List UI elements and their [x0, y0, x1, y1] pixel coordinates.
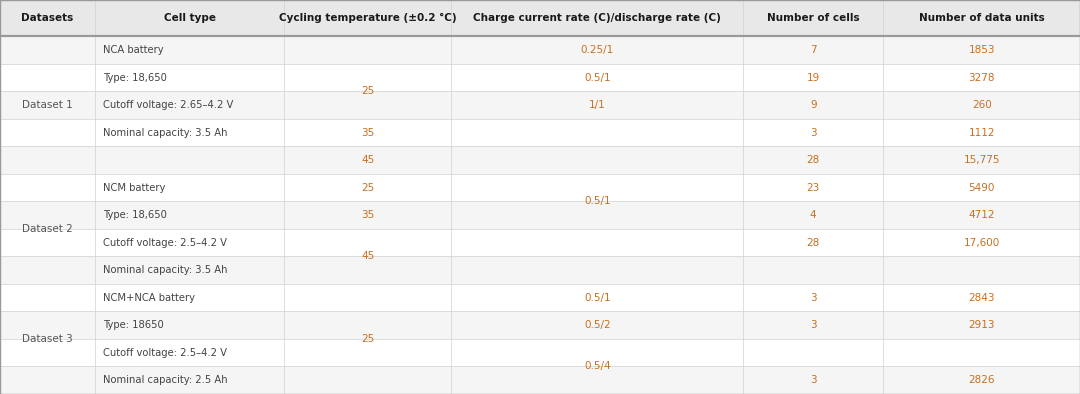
Text: Dataset 1: Dataset 1	[23, 100, 72, 110]
Bar	[0, 366, 1080, 394]
Text: 2826: 2826	[969, 375, 995, 385]
Text: Cycling temperature (±0.2 °C): Cycling temperature (±0.2 °C)	[279, 13, 457, 23]
Text: 25: 25	[361, 334, 375, 344]
Text: NCA battery: NCA battery	[103, 45, 163, 55]
Text: 4712: 4712	[969, 210, 995, 220]
Bar	[0, 339, 1080, 366]
Bar	[0, 284, 1080, 311]
Bar	[0, 311, 1080, 339]
Bar	[0, 36, 1080, 64]
Text: 3278: 3278	[969, 72, 995, 82]
Text: NCM+NCA battery: NCM+NCA battery	[103, 293, 194, 303]
Text: Type: 18,650: Type: 18,650	[103, 72, 166, 82]
Text: Nominal capacity: 3.5 Ah: Nominal capacity: 3.5 Ah	[103, 265, 227, 275]
Text: 35: 35	[361, 128, 375, 138]
Text: Number of data units: Number of data units	[919, 13, 1044, 23]
Text: Number of cells: Number of cells	[767, 13, 860, 23]
Text: Datasets: Datasets	[22, 13, 73, 23]
Text: 0.5/1: 0.5/1	[584, 293, 610, 303]
Text: 2913: 2913	[969, 320, 995, 330]
Text: 28: 28	[807, 238, 820, 248]
Text: 25: 25	[361, 86, 375, 96]
Text: Dataset 3: Dataset 3	[23, 334, 72, 344]
Text: NCM battery: NCM battery	[103, 182, 165, 193]
Text: 3: 3	[810, 375, 816, 385]
Text: 2843: 2843	[969, 293, 995, 303]
Text: 5490: 5490	[969, 182, 995, 193]
Text: 4: 4	[810, 210, 816, 220]
Text: Charge current rate (C)/discharge rate (C): Charge current rate (C)/discharge rate (…	[473, 13, 721, 23]
Text: Nominal capacity: 2.5 Ah: Nominal capacity: 2.5 Ah	[103, 375, 227, 385]
Bar	[0, 119, 1080, 146]
Text: Cutoff voltage: 2.65–4.2 V: Cutoff voltage: 2.65–4.2 V	[103, 100, 233, 110]
Text: Cutoff voltage: 2.5–4.2 V: Cutoff voltage: 2.5–4.2 V	[103, 348, 227, 358]
Bar	[0, 256, 1080, 284]
Text: Cutoff voltage: 2.5–4.2 V: Cutoff voltage: 2.5–4.2 V	[103, 238, 227, 248]
Text: Type: 18650: Type: 18650	[103, 320, 163, 330]
Text: 1/1: 1/1	[589, 100, 606, 110]
Text: Dataset 2: Dataset 2	[23, 224, 72, 234]
Bar	[0, 146, 1080, 174]
Text: 0.25/1: 0.25/1	[581, 45, 613, 55]
Text: 0.5/2: 0.5/2	[584, 320, 610, 330]
Text: 3: 3	[810, 293, 816, 303]
Bar	[0, 0, 1080, 36]
Text: 3: 3	[810, 128, 816, 138]
Text: 45: 45	[361, 155, 375, 165]
Text: 3: 3	[810, 320, 816, 330]
Text: 0.5/4: 0.5/4	[584, 361, 610, 372]
Text: 25: 25	[361, 182, 375, 193]
Text: Type: 18,650: Type: 18,650	[103, 210, 166, 220]
Text: 9: 9	[810, 100, 816, 110]
Text: 28: 28	[807, 155, 820, 165]
Text: 0.5/1: 0.5/1	[584, 72, 610, 82]
Text: 23: 23	[807, 182, 820, 193]
Bar	[0, 64, 1080, 91]
Text: 0.5/1: 0.5/1	[584, 196, 610, 206]
Text: 1853: 1853	[969, 45, 995, 55]
Text: 15,775: 15,775	[963, 155, 1000, 165]
Text: 1112: 1112	[969, 128, 995, 138]
Text: 7: 7	[810, 45, 816, 55]
Bar	[0, 174, 1080, 201]
Bar	[0, 229, 1080, 256]
Text: 260: 260	[972, 100, 991, 110]
Bar	[0, 201, 1080, 229]
Text: Nominal capacity: 3.5 Ah: Nominal capacity: 3.5 Ah	[103, 128, 227, 138]
Bar	[0, 91, 1080, 119]
Text: 35: 35	[361, 210, 375, 220]
Text: 17,600: 17,600	[963, 238, 1000, 248]
Text: 19: 19	[807, 72, 820, 82]
Text: Cell type: Cell type	[163, 13, 216, 23]
Text: 45: 45	[361, 251, 375, 261]
